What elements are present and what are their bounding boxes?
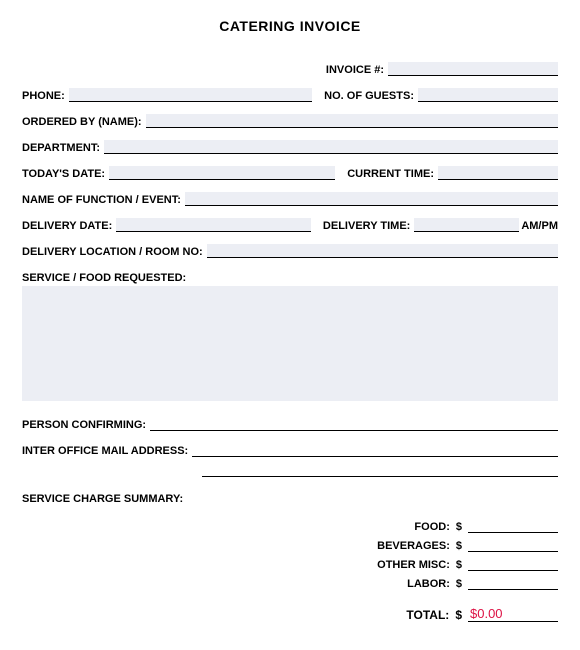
label-phone: PHONE: [22,90,69,102]
input-phone[interactable] [69,88,312,102]
row-total: TOTAL: $ $0.00 [22,606,558,622]
row-labor: LABOR: $ [22,576,558,590]
row-summary-header: SERVICE CHARGE SUMMARY: [22,485,558,505]
row-delivery-location: DELIVERY LOCATION / ROOM NO: [22,238,558,258]
label-delivery-time: DELIVERY TIME: [323,220,414,232]
row-delivery: DELIVERY DATE: DELIVERY TIME: AM/PM [22,212,558,232]
input-person-confirming[interactable] [150,417,558,431]
label-current-time: CURRENT TIME: [347,168,438,180]
row-service-requested: SERVICE / FOOD REQUESTED: [22,264,558,284]
value-total: $0.00 [468,606,558,622]
row-person-confirming: PERSON CONFIRMING: [22,411,558,431]
label-food: FOOD: [414,521,455,533]
row-phone-guests: PHONE: NO. OF GUESTS: [22,82,558,102]
label-ordered-by: ORDERED BY (NAME): [22,116,146,128]
label-department: DEPARTMENT: [22,142,104,154]
row-beverages: BEVERAGES: $ [22,538,558,552]
row-food: FOOD: $ [22,519,558,533]
input-food[interactable] [468,519,558,533]
label-delivery-location: DELIVERY LOCATION / ROOM NO: [22,246,207,258]
input-misc[interactable] [468,557,558,571]
label-inter-office: INTER OFFICE MAIL ADDRESS: [22,445,192,457]
row-function: NAME OF FUNCTION / EVENT: [22,186,558,206]
input-current-time[interactable] [438,166,558,180]
input-service-requested[interactable] [22,286,558,401]
label-function: NAME OF FUNCTION / EVENT: [22,194,185,206]
label-todays-date: TODAY'S DATE: [22,168,109,180]
row-department: DEPARTMENT: [22,134,558,154]
dollar-beverages: $ [456,540,468,552]
row-invoice: INVOICE #: [22,56,558,76]
row-ordered-by: ORDERED BY (NAME): [22,108,558,128]
input-delivery-location[interactable] [207,244,558,258]
dollar-misc: $ [456,559,468,571]
dollar-total: $ [455,608,468,622]
input-labor[interactable] [468,576,558,590]
label-delivery-date: DELIVERY DATE: [22,220,116,232]
input-inter-office-2[interactable] [202,463,558,477]
label-service-requested: SERVICE / FOOD REQUESTED: [22,272,190,284]
label-summary: SERVICE CHARGE SUMMARY: [22,493,187,505]
label-total: TOTAL: [406,608,455,622]
input-inter-office[interactable] [192,443,558,457]
label-person-confirming: PERSON CONFIRMING: [22,419,150,431]
row-inter-office: INTER OFFICE MAIL ADDRESS: [22,437,558,457]
row-misc: OTHER MISC: $ [22,557,558,571]
input-department[interactable] [104,140,558,154]
label-beverages: BEVERAGES: [377,540,456,552]
label-labor: LABOR: [407,578,456,590]
label-guests: NO. OF GUESTS: [324,90,418,102]
row-date-time: TODAY'S DATE: CURRENT TIME: [22,160,558,180]
input-function[interactable] [185,192,558,206]
input-ordered-by[interactable] [146,114,558,128]
input-beverages[interactable] [468,538,558,552]
label-misc: OTHER MISC: [377,559,456,571]
form-title: CATERING INVOICE [22,18,558,34]
input-todays-date[interactable] [109,166,335,180]
dollar-labor: $ [456,578,468,590]
input-invoice[interactable] [388,62,558,76]
label-ampm: AM/PM [519,220,558,232]
input-guests[interactable] [418,88,558,102]
dollar-food: $ [456,521,468,533]
input-delivery-time[interactable] [414,218,519,232]
label-invoice: INVOICE #: [326,64,388,76]
input-delivery-date[interactable] [116,218,311,232]
